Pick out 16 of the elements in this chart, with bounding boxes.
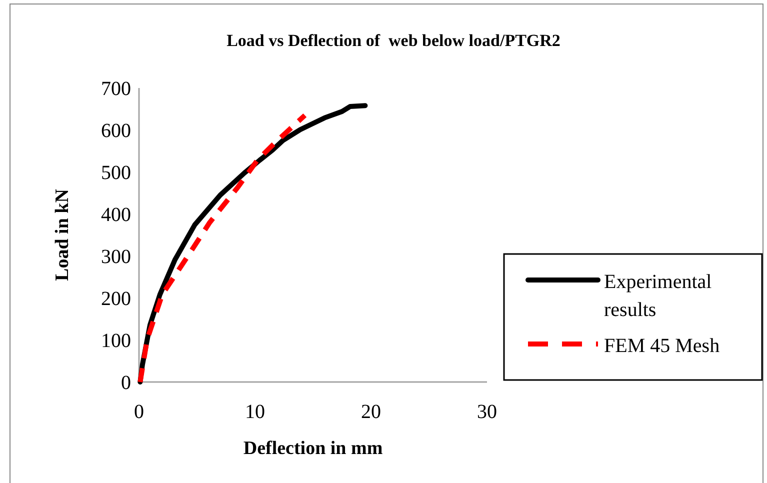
legend-label: Experimental results xyxy=(604,271,712,321)
y-tick-label: 600 xyxy=(101,120,131,142)
y-tick-label: 400 xyxy=(101,204,131,226)
x-tick-label: 30 xyxy=(477,401,497,423)
legend-label: FEM 45 Mesh xyxy=(604,335,720,357)
y-tick-label: 700 xyxy=(101,78,131,100)
y-tick-label: 500 xyxy=(101,162,131,184)
x-tick-label: 10 xyxy=(245,401,265,423)
x-axis-title: Deflection in mm xyxy=(243,438,383,459)
y-tick-label: 200 xyxy=(101,288,131,310)
x-tick-label: 20 xyxy=(361,401,381,423)
y-tick-label: 100 xyxy=(101,330,131,352)
chart-title: Load vs Deflection of web below load/PTGR2 xyxy=(226,31,560,50)
y-tick-label: 0 xyxy=(121,372,131,394)
y-tick-label: 300 xyxy=(101,246,131,268)
y-axis-title: Load in kN xyxy=(52,188,73,281)
